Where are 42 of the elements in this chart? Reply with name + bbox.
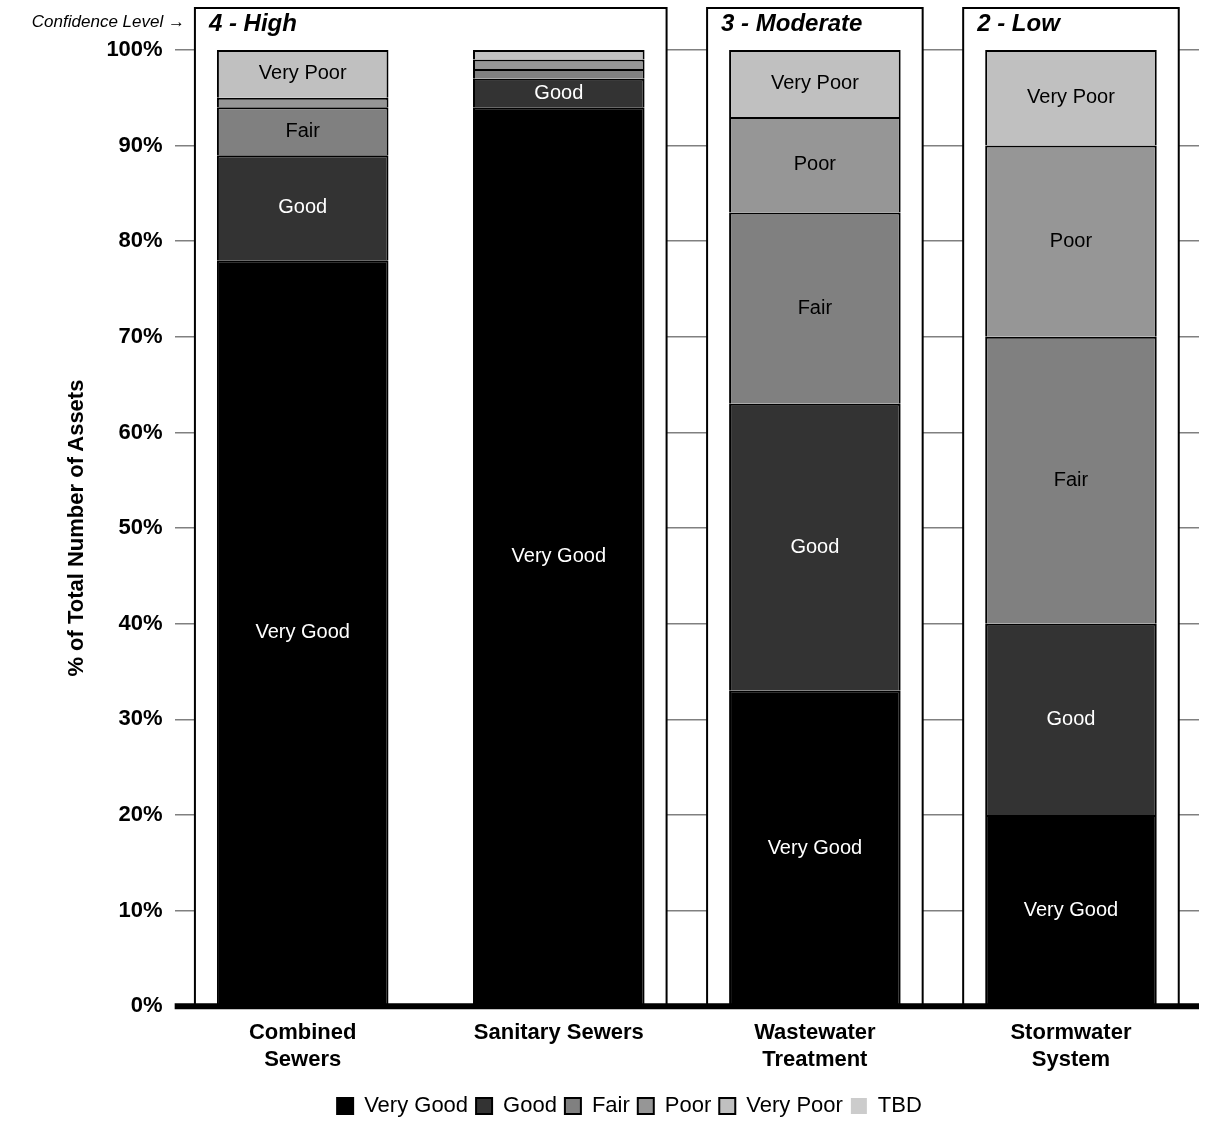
y-tick-label: 0% <box>130 992 163 1018</box>
x-tick-label: Stormwater System <box>1010 1019 1132 1071</box>
y-axis-title: % of Total Number of Assets <box>63 379 89 677</box>
text: Confidence Level → <box>31 11 185 31</box>
data-label: Very Poor <box>1027 85 1116 108</box>
y-tick-label: 70% <box>118 322 163 348</box>
y-tick-label: 80% <box>118 227 163 253</box>
x-tick-label: Wastewater Treatment <box>754 1019 877 1071</box>
band-label: 3 - Moderate <box>721 8 863 36</box>
data-label: Very Good <box>255 620 350 643</box>
band-label: 2 - Low <box>976 8 1062 36</box>
data-label: Very Poor <box>258 61 347 84</box>
band-label: 4 - High <box>207 8 297 36</box>
data-label: Very Good <box>511 543 607 566</box>
legend-label: Very Poor <box>746 1092 843 1118</box>
data-label: Good <box>790 534 840 557</box>
legend-label: Poor <box>664 1092 712 1118</box>
legend-label: Fair <box>591 1092 630 1118</box>
y-tick-label: 60% <box>118 418 163 444</box>
data-label: Good <box>534 80 584 103</box>
data-label: Very Good <box>767 835 863 858</box>
data-label: Good <box>278 195 328 218</box>
legend-label: Good <box>503 1092 557 1118</box>
data-label: Poor <box>793 152 837 175</box>
y-tick-label: 100% <box>106 36 163 62</box>
data-label: Fair <box>797 295 833 318</box>
y-tick-label: 90% <box>118 131 163 157</box>
legend-label: TBD <box>877 1092 922 1118</box>
data-label: Fair <box>1053 467 1089 490</box>
y-tick-label: 10% <box>118 896 163 922</box>
x-tick-label: Combined Sewers <box>248 1019 357 1071</box>
data-label: Very Poor <box>770 70 860 93</box>
data-label: Very Good <box>1023 897 1119 920</box>
y-tick-label: 50% <box>118 514 163 540</box>
y-tick-label: 20% <box>118 801 163 827</box>
y-tick-label: 30% <box>118 705 163 731</box>
data-label: Fair <box>285 118 321 141</box>
legend-label: Very Good <box>364 1092 469 1118</box>
data-label: Good <box>1046 706 1096 729</box>
x-tick-label: Sanitary Sewers <box>473 1019 644 1045</box>
data-label: Poor <box>1049 228 1093 251</box>
y-tick-label: 40% <box>118 609 163 635</box>
